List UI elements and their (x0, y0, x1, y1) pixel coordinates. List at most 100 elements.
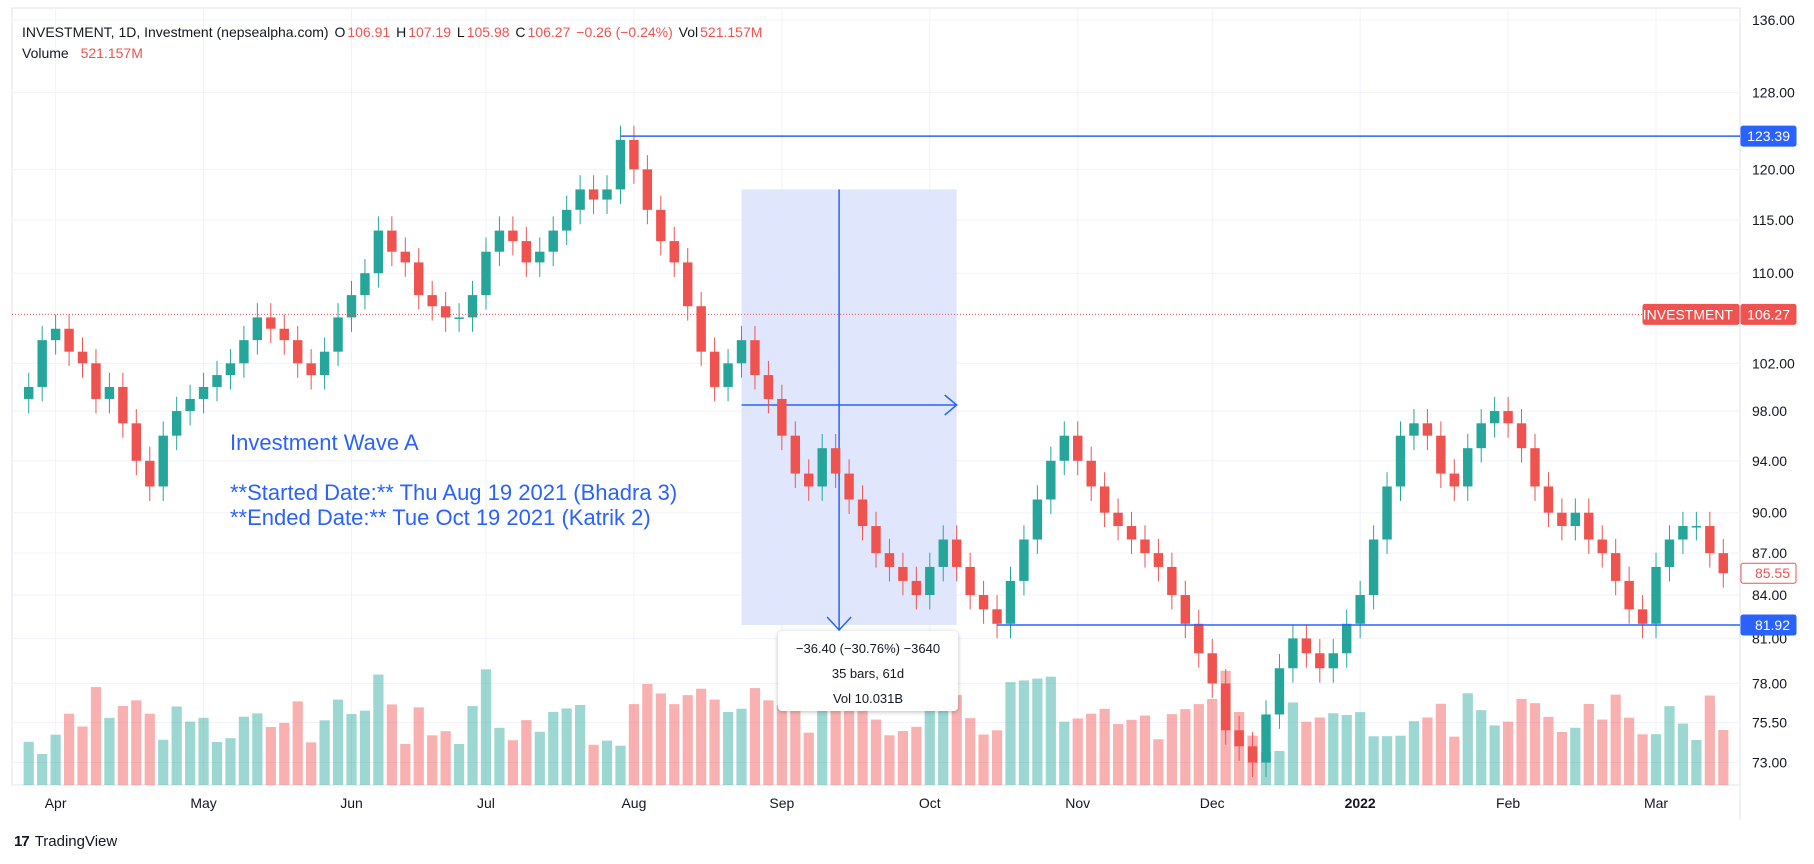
candle-body (360, 273, 370, 296)
candle-body (1315, 653, 1325, 669)
volume-bar (1287, 702, 1299, 785)
volume-bar (1718, 730, 1729, 785)
volume-bar (1408, 721, 1420, 785)
candle-body (965, 566, 975, 596)
candle-body (1180, 595, 1191, 624)
volume-bar (857, 696, 868, 785)
volume-bar (628, 704, 640, 785)
measure-arrow-head-down (826, 616, 852, 632)
volume-bar (655, 693, 666, 785)
y-tick-label: 98.00 (1752, 403, 1787, 419)
candle-body (1073, 435, 1083, 461)
vol-label: Vol (678, 24, 699, 40)
wave-title: Investment Wave A (230, 430, 419, 455)
y-tick-label: 120.00 (1752, 161, 1795, 177)
candle-body (857, 499, 868, 527)
candle-body (225, 363, 236, 376)
candle-body (978, 595, 989, 610)
measure-arrow-head-right (944, 394, 958, 416)
candle-body (306, 363, 316, 376)
volume-bar (938, 698, 949, 785)
volume-bar (413, 707, 424, 785)
candle-body (1664, 539, 1675, 567)
volume-bar (158, 739, 169, 785)
volume-bar (1489, 725, 1500, 785)
candle-body (790, 435, 801, 474)
y-tick-label: 87.00 (1752, 545, 1787, 561)
volume-bar (23, 741, 34, 785)
volume-bar (1018, 680, 1030, 785)
volume-bar (1207, 699, 1218, 785)
candle-body (266, 317, 276, 329)
volume-bar (1112, 724, 1124, 785)
candle-body (871, 526, 881, 554)
candle-body (1153, 553, 1164, 567)
volume-bar (1704, 695, 1715, 785)
x-tick-label: Feb (1496, 795, 1520, 811)
candle-body (938, 539, 948, 567)
volume-label: Volume (22, 45, 69, 61)
volume-bar (1624, 717, 1635, 785)
candle-body (1126, 526, 1137, 540)
candle-body (1368, 539, 1379, 596)
close-value: 106.27 (527, 24, 571, 40)
volume-bar (1032, 678, 1043, 785)
volume-bar (1193, 704, 1204, 785)
volume-bar (830, 706, 841, 785)
volume-bar (1556, 732, 1568, 785)
change-value: −0.26 (−0.24%) (576, 24, 673, 40)
candle-body (1557, 512, 1567, 527)
candle-body (319, 351, 330, 376)
y-tick-label: 73.00 (1752, 755, 1787, 771)
candle-body (1288, 638, 1298, 669)
candle-body (118, 386, 128, 424)
volume-bar (924, 701, 935, 785)
high-line-label-bg (1740, 125, 1797, 147)
volume-bar (332, 699, 344, 785)
volume-bar (400, 743, 411, 785)
volume-bar (978, 734, 989, 785)
volume-bar (843, 701, 855, 785)
volume-bar (1166, 714, 1177, 785)
candle-body (212, 375, 222, 387)
candle-body (387, 230, 397, 252)
volume-bar (1677, 723, 1689, 785)
y-tick-label: 110.00 (1752, 265, 1794, 281)
candle-body (292, 340, 303, 364)
volume-bar (548, 711, 559, 785)
candle-body (494, 230, 505, 252)
x-tick-label: Apr (45, 795, 67, 811)
volume-bar (1664, 706, 1675, 785)
x-tick-label: 2022 (1345, 795, 1376, 811)
candle-body (1489, 411, 1500, 424)
candle-body (279, 328, 289, 341)
volume-bar (63, 713, 75, 785)
volume-bar (90, 687, 102, 785)
candle-body (1718, 553, 1728, 574)
candle-body (1691, 526, 1702, 528)
volume-bar (427, 735, 438, 785)
volume-bar (884, 735, 895, 785)
candle-body (333, 317, 343, 352)
volume-bar (50, 734, 61, 785)
brand-name: TradingView (34, 833, 118, 850)
vol-value: 521.157M (700, 24, 763, 40)
volume-bar (319, 720, 330, 785)
volume-bar (897, 731, 909, 785)
candle-body (602, 189, 612, 200)
volume-bar (575, 704, 586, 785)
candle-body (440, 306, 451, 318)
open-label: O (334, 24, 346, 40)
volume-bar (776, 705, 787, 785)
measure-tooltip: −36.40 (−30.76%) −3640 35 bars, 61d Vol … (778, 631, 958, 711)
volume-bar (1637, 734, 1648, 785)
volume-bar (480, 669, 492, 785)
candle-body (373, 230, 384, 274)
volume-bar (386, 704, 397, 785)
low-line-label: 81.92 (1755, 617, 1790, 633)
candle-body (1086, 460, 1096, 487)
low-line-label-bg (1740, 614, 1797, 636)
footer: 17 TradingView (14, 833, 117, 850)
volume-bar (184, 721, 196, 785)
